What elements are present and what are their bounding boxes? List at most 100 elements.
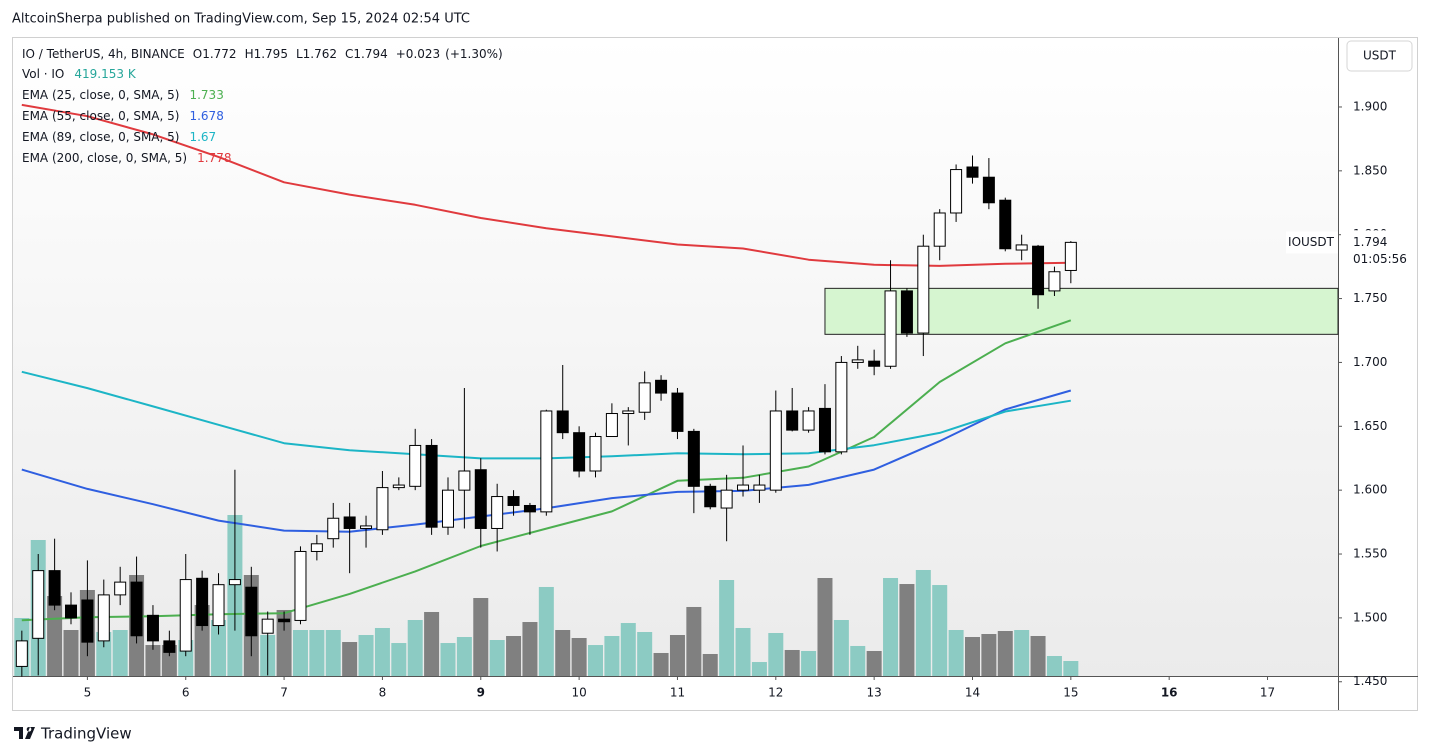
x-tick-label: 10 [571, 686, 586, 700]
candle-body [704, 485, 717, 508]
volume-bar [1030, 636, 1046, 676]
candle-body [622, 410, 635, 415]
volume-bar [112, 629, 128, 676]
volume-bar [571, 638, 587, 676]
volume-bar [292, 629, 308, 676]
legend-layer: IO / TetherUS, 4h, BINANCE O1.772 H1.795 L1… [22, 47, 503, 165]
candle-body [32, 570, 45, 639]
volume-bar [915, 569, 931, 676]
volume-bar [883, 578, 899, 676]
volume-bar [440, 643, 456, 676]
candle-body [720, 489, 733, 509]
candle-body [786, 410, 799, 431]
candle-body [917, 245, 930, 334]
volume-bar [588, 645, 604, 676]
candle-body [966, 166, 979, 178]
candle-body [65, 604, 78, 619]
volume-bar [506, 636, 522, 676]
brand-text: TradingView [40, 725, 132, 743]
x-tick-label: 8 [379, 686, 387, 700]
ohlc-value: 1.795 [254, 47, 288, 61]
ohlc-key: O [193, 47, 202, 61]
candle-body [589, 436, 602, 472]
ema-name: EMA (89, close, 0, SMA, 5) [22, 130, 179, 144]
candle-body [196, 577, 209, 627]
currency-label[interactable]: USDT [1363, 49, 1397, 63]
axis-layer: 1.4501.5001.5501.6001.6501.7001.7501.800… [84, 40, 1417, 700]
volume-name: Vol · IO [22, 67, 64, 81]
volume-bar [686, 606, 702, 676]
candle-body [950, 169, 963, 214]
volume-bar [342, 642, 358, 676]
candle-body [15, 640, 28, 667]
candle-body [868, 360, 881, 367]
x-tick-label: 17 [1260, 686, 1275, 700]
candle-body [97, 594, 110, 642]
volume-bar [702, 653, 718, 676]
candle-body [179, 579, 192, 652]
volume-bar [604, 636, 620, 676]
volume-bar [407, 620, 423, 676]
volume-bar [276, 609, 292, 676]
x-tick-label: 6 [182, 686, 190, 700]
publisher: AltcoinSherpa published on TradingView.c… [12, 12, 470, 27]
candle-body [1048, 271, 1061, 292]
volume-bar [456, 637, 472, 676]
candle-body [146, 614, 159, 642]
volume-bar [981, 633, 997, 676]
countdown: 01:05:56 [1353, 252, 1407, 266]
candle-body [245, 586, 258, 637]
candle-body [851, 359, 864, 363]
volume-bar [145, 645, 161, 676]
volume-bar [391, 643, 407, 676]
volume-bar [555, 629, 571, 676]
y-tick-label: 1.700 [1353, 355, 1387, 369]
ohlc-key: L [296, 47, 303, 61]
y-tick-label: 1.550 [1353, 547, 1387, 561]
ticker-tag [1286, 231, 1338, 254]
candle-body [409, 444, 422, 487]
volume-bar [997, 630, 1013, 676]
legend-row: EMA (200, close, 0, SMA, 5) 1.778 [22, 151, 231, 165]
candle-body [835, 361, 848, 453]
y-tick-label: 1.600 [1353, 483, 1387, 497]
y-tick-label: 1.850 [1353, 163, 1387, 177]
legend-row: EMA (25, close, 0, SMA, 5) 1.733 [22, 88, 224, 102]
candle-body [343, 516, 356, 529]
volume-bar [653, 652, 669, 676]
candle-body [933, 212, 946, 247]
volume-bar [948, 629, 964, 676]
ema-name: EMA (25, close, 0, SMA, 5) [22, 88, 179, 102]
candle-body [523, 504, 536, 513]
candle-body [360, 525, 373, 529]
candle-body [507, 496, 520, 506]
candle-body [655, 379, 668, 394]
candle-body [687, 430, 700, 487]
candle-body [999, 199, 1012, 250]
volume-bar [866, 650, 882, 676]
candle-body [982, 176, 995, 204]
candle-body [48, 570, 61, 606]
candle-body [638, 382, 651, 413]
candle-body [900, 290, 913, 334]
volume-bar [522, 622, 538, 676]
volume-bar [719, 580, 735, 676]
candle-body [573, 432, 586, 472]
candle-body [278, 618, 291, 623]
candle-body [81, 599, 94, 643]
ohlc-key: H [245, 47, 254, 61]
x-tick-label: 5 [84, 686, 92, 700]
candle-body [376, 487, 389, 531]
ohlc-value: 1.794 [353, 47, 387, 61]
candle-body [327, 517, 340, 540]
volume-value: 419.153 K [74, 67, 136, 81]
candle-body [1064, 241, 1077, 271]
y-tick-label: 1.500 [1353, 610, 1387, 624]
price-tag [1341, 230, 1417, 269]
volume-bar [424, 611, 440, 676]
ohlc-key: C [345, 47, 353, 61]
volume-bar [801, 650, 817, 676]
change: +0.023 [396, 47, 440, 61]
